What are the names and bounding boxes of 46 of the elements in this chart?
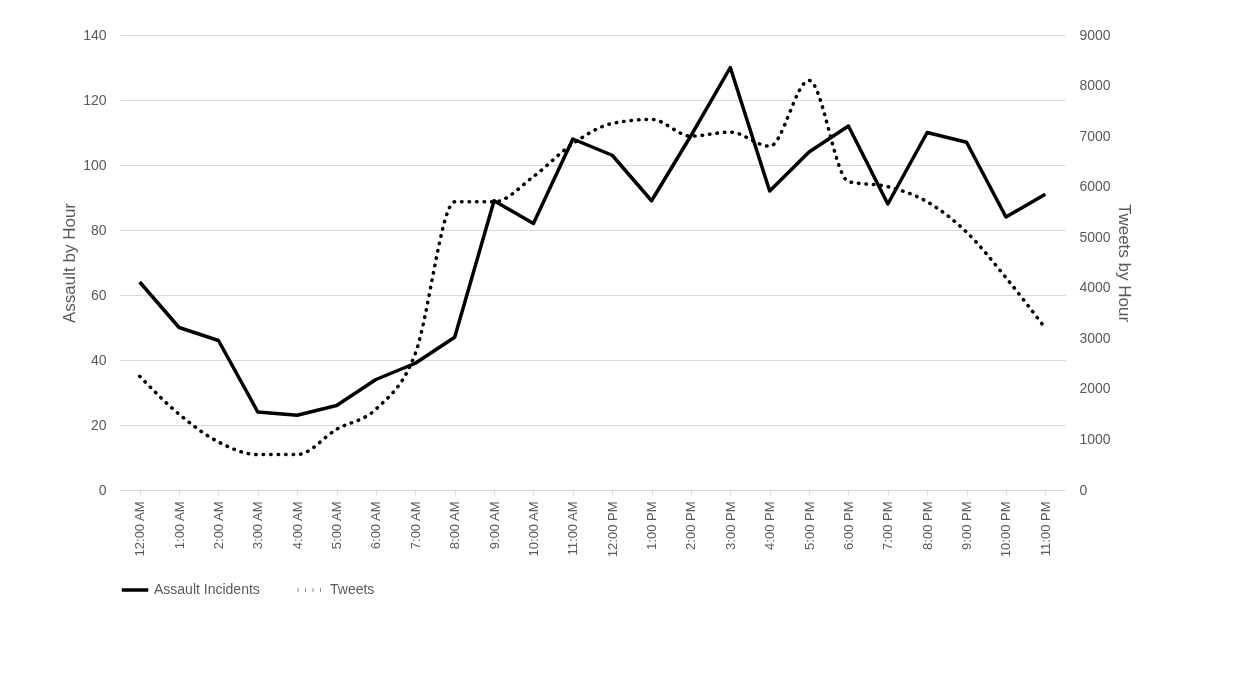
y-tick-label: 120	[83, 91, 107, 108]
x-tick-label: 9:00 PM	[959, 501, 975, 550]
y-tick-label: 20	[90, 416, 107, 433]
legend-label: Tweets	[330, 581, 375, 597]
x-tick-label: 8:00 AM	[447, 501, 463, 550]
x-tick-label: 7:00 AM	[407, 501, 423, 550]
x-tick-label: 11:00 AM	[565, 501, 581, 556]
x-tick-label: 1:00 PM	[644, 501, 660, 550]
x-tick-label: 8:00 PM	[919, 501, 935, 550]
x-tick-label: 3:00 PM	[722, 501, 738, 550]
y2-tick-label: 0	[1079, 481, 1088, 498]
x-tick-label: 6:00 AM	[368, 501, 384, 550]
y2-tick-label: 4000	[1079, 279, 1111, 296]
y2-tick-label: 8000	[1079, 77, 1111, 94]
y2-tick-label: 3000	[1079, 329, 1111, 346]
x-tick-label: 5:00 AM	[329, 501, 345, 550]
y2-tick-label: 9000	[1079, 26, 1111, 43]
y-tick-label: 60	[90, 286, 107, 303]
x-tick-label: 6:00 PM	[840, 501, 856, 550]
x-tick-label: 9:00 AM	[486, 501, 502, 550]
x-tick-label: 10:00 AM	[525, 501, 541, 557]
x-tick-label: 10:00 PM	[998, 501, 1014, 558]
x-tick-label: 12:00 PM	[604, 501, 620, 558]
y-axis-title: Assault by Hour	[60, 202, 80, 323]
y-tick-label: 80	[90, 221, 107, 238]
y-tick-label: 0	[98, 481, 107, 498]
y2-tick-label: 5000	[1079, 228, 1111, 245]
legend-label: Assault Incidents	[154, 581, 260, 597]
y2-tick-label: 6000	[1079, 178, 1111, 195]
x-tick-label: 3:00 AM	[250, 501, 266, 550]
y2-tick-label: 7000	[1079, 127, 1111, 144]
y-tick-label: 40	[90, 351, 107, 368]
y-tick-label: 140	[83, 26, 107, 43]
x-tick-label: 5:00 PM	[801, 501, 817, 550]
y2-tick-label: 2000	[1079, 380, 1111, 397]
x-tick-label: 2:00 PM	[683, 501, 699, 550]
x-tick-label: 1:00 AM	[171, 501, 187, 550]
y2-tick-label: 1000	[1079, 430, 1111, 447]
x-tick-label: 12:00 AM	[132, 501, 148, 557]
x-tick-label: 11:00 PM	[1037, 501, 1053, 557]
x-tick-label: 7:00 PM	[880, 501, 896, 550]
x-tick-label: 2:00 AM	[210, 501, 226, 550]
x-tick-label: 4:00 AM	[289, 501, 305, 550]
y-tick-label: 100	[83, 156, 107, 173]
y2-axis-title: Tweets by Hour	[1114, 203, 1134, 323]
x-tick-label: 4:00 PM	[762, 501, 778, 550]
